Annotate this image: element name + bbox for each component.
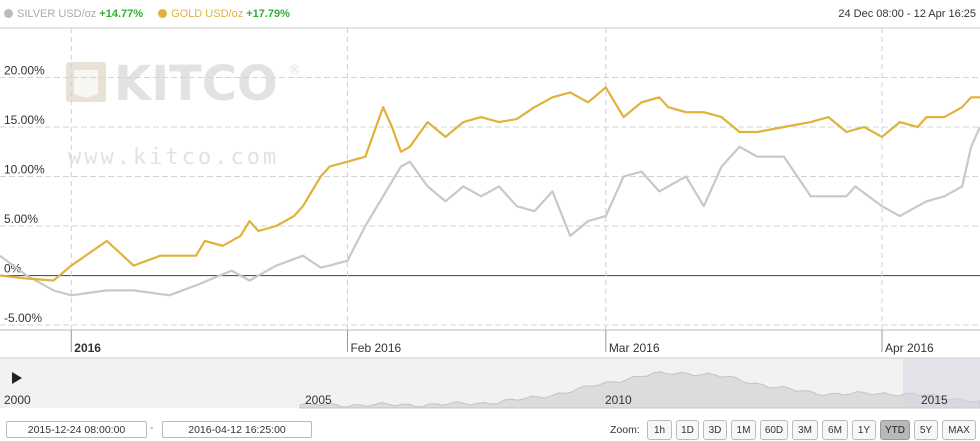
kitco-logo: KITCO ® www.kitco.com <box>66 56 301 170</box>
x-tick-label: 2016 <box>74 341 101 355</box>
gold-line <box>0 86 980 282</box>
from-date-input[interactable]: 2015-12-24 08:00:00 <box>6 421 147 438</box>
y-tick-label: 15.00% <box>4 113 45 127</box>
navigator-selection <box>903 358 980 408</box>
navigator-year-label: 2005 <box>305 393 332 407</box>
price-chart: 20.00% 15.00% 10.00% 5.00% 0% -5.00% 2016 Feb 2… <box>0 27 980 409</box>
y-tick-label: 10.00% <box>4 163 45 177</box>
zoom-button-max[interactable]: MAX <box>942 420 976 440</box>
silver-series <box>0 126 980 297</box>
gold-series-name: GOLD USD/oz <box>171 8 244 20</box>
navigator-history-area <box>299 371 980 409</box>
navigator-year-label: 2010 <box>605 393 632 407</box>
zoom-button-60d[interactable]: 60D <box>760 420 788 440</box>
navigator-year-label: 2015 <box>921 393 948 407</box>
x-tick-label: Apr 2016 <box>885 341 934 355</box>
silver-legend-marker <box>4 9 13 18</box>
chart-controls: 2015-12-24 08:00:00 - 2016-04-12 16:25:0… <box>0 412 980 440</box>
silver-line <box>0 126 980 297</box>
navigator-year-label: 2000 <box>4 393 31 407</box>
to-date-input[interactable]: 2016-04-12 16:25:00 <box>162 421 312 438</box>
zoom-button-5y[interactable]: 5Y <box>914 420 938 440</box>
zoom-label: Zoom: <box>610 424 640 436</box>
play-icon <box>12 372 22 384</box>
zoom-button-1d[interactable]: 1D <box>676 420 699 440</box>
gold-legend-marker <box>158 9 168 18</box>
silver-series-name: SILVER USD/oz <box>17 8 97 20</box>
x-tick-label: Feb 2016 <box>350 341 401 355</box>
x-tick-label: Mar 2016 <box>609 341 660 355</box>
visible-date-range: 24 Dec 08:00 - 12 Apr 16:25 <box>838 8 976 20</box>
gold-change-value: +17.79% <box>246 8 290 20</box>
chart-legend: SILVER USD/oz +14.77% GOLD USD/oz +17.79% <box>0 8 298 24</box>
y-tick-label: -5.00% <box>4 311 42 325</box>
zoom-button-1y[interactable]: 1Y <box>852 420 876 440</box>
legend-item-gold[interactable]: GOLD USD/oz +17.79% <box>158 8 290 20</box>
zoom-button-ytd[interactable]: YTD <box>880 420 910 440</box>
watermark-url: www.kitco.com <box>68 145 279 168</box>
zoom-button-3m[interactable]: 3M <box>792 420 818 440</box>
zoom-button-1m[interactable]: 1M <box>731 420 756 440</box>
watermark-brand: KITCO <box>114 58 278 112</box>
gold-series <box>0 86 980 282</box>
kitco-watermark: KITCO ® www.kitco.com <box>66 56 306 173</box>
legend-item-silver[interactable]: SILVER USD/oz +14.77% <box>4 8 143 20</box>
y-tick-label: 5.00% <box>4 212 38 226</box>
zoom-button-6m[interactable]: 6M <box>822 420 848 440</box>
zoom-button-1h[interactable]: 1h <box>647 420 672 440</box>
y-tick-label: 20.00% <box>4 64 45 78</box>
watermark-registered: ® <box>288 63 301 78</box>
silver-change-value: +14.77% <box>99 8 144 20</box>
zoom-button-3d[interactable]: 3D <box>703 420 727 440</box>
date-separator: - <box>150 423 154 434</box>
y-tick-label: 0% <box>4 262 22 276</box>
